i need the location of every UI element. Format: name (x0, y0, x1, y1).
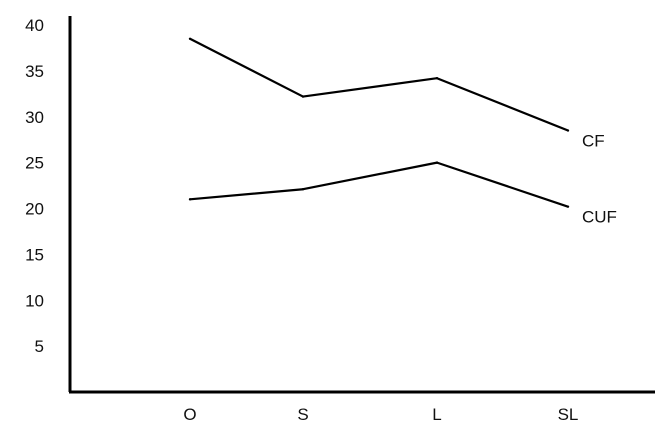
y-tick-label-5: 5 (35, 337, 44, 356)
data-point-cuf-s (301, 188, 305, 191)
y-tick-label-10: 10 (25, 291, 44, 310)
data-point-cf-l (435, 77, 439, 80)
data-point-cuf-l (435, 161, 439, 164)
y-tick-label-20: 20 (25, 200, 44, 219)
series-labels: CF CUF (582, 132, 617, 227)
x-tick-label-l: L (432, 405, 441, 424)
y-tick-label-35: 35 (25, 62, 44, 81)
data-point-cf-o (188, 37, 192, 40)
y-tick-label-25: 25 (25, 154, 44, 173)
y-tick-label-30: 30 (25, 108, 44, 127)
series-label-cuf: CUF (582, 208, 617, 227)
data-point-cf-s (301, 95, 305, 98)
data-point-cf-sl (566, 129, 570, 132)
y-axis-ticks: 5 10 15 20 25 30 35 40 (25, 16, 44, 356)
series-lines (188, 37, 570, 208)
series-line-cuf (189, 161, 569, 208)
y-tick-label-15: 15 (25, 245, 44, 264)
series-label-cf: CF (582, 132, 605, 151)
data-point-cuf-sl (566, 205, 570, 208)
x-axis-ticks: O S L SL (183, 405, 578, 424)
x-tick-label-o: O (183, 405, 196, 424)
series-line-cf (189, 37, 569, 132)
data-point-cuf-o (188, 198, 192, 201)
y-tick-label-40: 40 (25, 16, 44, 35)
x-tick-label-sl: SL (558, 405, 579, 424)
x-tick-label-s: S (297, 405, 308, 424)
